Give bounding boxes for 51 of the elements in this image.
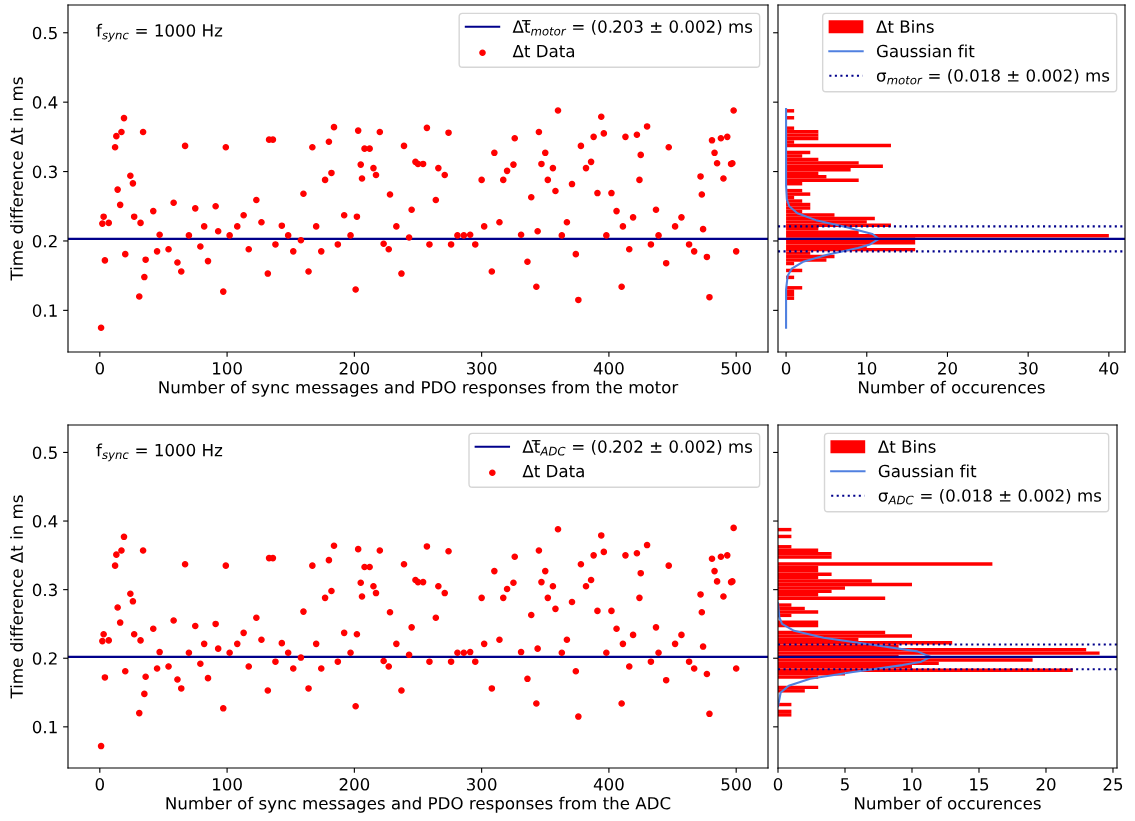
- x-tick-label: 10: [857, 362, 877, 375]
- x-tick-label: 10: [903, 778, 922, 791]
- x-axis-title: Number of sync messages and PDO responses from the motor: [159, 380, 679, 397]
- x-tick-label: 15: [970, 778, 989, 791]
- x-tick-label: 400: [593, 778, 624, 791]
- x-tick-label: 100: [213, 778, 242, 791]
- x-tick-label: 200: [339, 362, 370, 375]
- x-tick-label: 20: [938, 362, 957, 375]
- y-tick-label: 0.2: [32, 234, 57, 248]
- y-tick-label: 0.4: [32, 515, 58, 528]
- x-tick-label: 0: [773, 778, 783, 791]
- y-tick-label: 0.3: [32, 583, 57, 597]
- legend-label: Δt̅$_{motor}$ = (0.203 ± 0.002) ms: [512, 20, 753, 36]
- x-tick-label: 300: [467, 362, 497, 375]
- y-tick-label: 0.5: [32, 26, 57, 40]
- legend-label: σ$_{motor}$ = (0.018 ± 0.002) ms: [876, 68, 1110, 85]
- legend-label: Gaussian fit: [876, 44, 975, 58]
- y-tick-label: 0.4: [32, 96, 58, 109]
- x-tick-label: 5: [840, 778, 849, 791]
- x-tick-label: 300: [467, 778, 497, 791]
- legend-label: Δt Data: [522, 464, 584, 478]
- y-axis-title: Time difference Δt in ms: [10, 495, 23, 699]
- y-tick-label: 0.1: [32, 304, 57, 317]
- y-tick-label: 0.3: [32, 165, 57, 179]
- x-tick-label: 40: [1099, 362, 1119, 375]
- legend-label: Δt Data: [512, 44, 575, 58]
- y-axis-title: Time difference Δt in ms: [10, 77, 23, 281]
- legend-label: σ$_{ADC}$ = (0.018 ± 0.002) ms: [878, 488, 1102, 505]
- y-tick-label: 0.1: [32, 720, 57, 734]
- x-tick-label: 0: [95, 778, 105, 791]
- legend-label: Δt̅$_{ADC}$ = (0.202 ± 0.002) ms: [522, 440, 753, 456]
- x-tick-label: 400: [593, 362, 624, 375]
- legend-label: Δt Bins: [876, 20, 934, 33]
- x-axis-title: Number of occurences: [859, 380, 1045, 394]
- x-tick-label: 25: [1103, 778, 1123, 791]
- y-tick-label: 0.5: [32, 446, 57, 460]
- x-tick-label: 500: [721, 778, 751, 791]
- annotation: f$_{sync}$ = 1000 Hz: [96, 23, 223, 42]
- x-axis-title: Number of sync messages and PDO responses from the ADC: [166, 796, 671, 813]
- annotation: f$_{sync}$ = 1000 Hz: [96, 443, 223, 462]
- x-tick-label: 0: [781, 362, 791, 375]
- x-tick-label: 100: [213, 362, 242, 375]
- x-tick-label: 30: [1018, 362, 1038, 375]
- legend-label: Δt Bins: [877, 440, 936, 453]
- x-tick-label: 0: [95, 362, 105, 375]
- legend-label: Gaussian fit: [878, 464, 977, 478]
- x-tick-label: 200: [339, 778, 370, 791]
- y-tick-label: 0.2: [32, 652, 57, 665]
- x-axis-title: Number of occurences: [855, 796, 1041, 810]
- x-tick-label: 20: [1036, 778, 1056, 791]
- x-tick-label: 500: [721, 362, 751, 375]
